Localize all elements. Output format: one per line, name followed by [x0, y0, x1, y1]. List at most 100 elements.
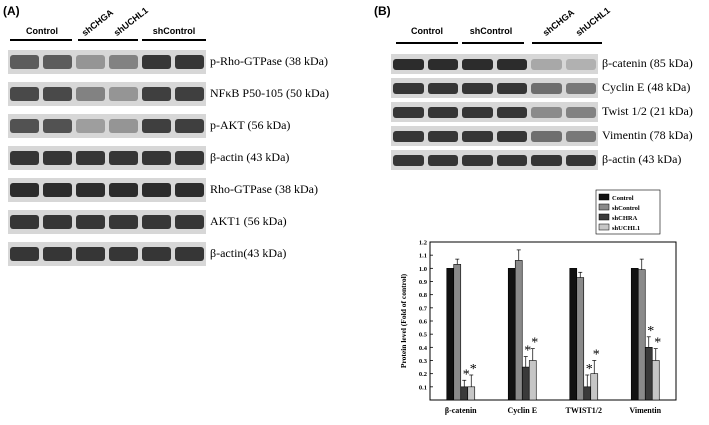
- y-tick-label: 0.2: [419, 371, 427, 378]
- panel-b-band: [531, 82, 562, 94]
- bar-shcontrol: [514, 260, 523, 401]
- panel-a-band: [142, 215, 171, 229]
- panel-b-band: [531, 130, 562, 142]
- panel-a-band: [43, 215, 72, 229]
- panel-a-band: [43, 55, 72, 69]
- panel-a-band: [10, 151, 39, 165]
- group-label-shuchl1-b: shUCHL1: [573, 5, 612, 38]
- panel-a-band: [175, 215, 204, 229]
- panel-a-blot-strip: [8, 178, 206, 202]
- y-axis-label: Protein level (Fold of control): [399, 273, 408, 368]
- panel-b-blot-strip: [391, 150, 598, 170]
- panel-b-blot-label: β-catenin (85 kDa): [602, 56, 693, 70]
- panel-a-blot-label: p-AKT (56 kDa): [210, 118, 291, 132]
- y-tick-label: 0.9: [419, 279, 428, 286]
- panel-b-band: [427, 154, 458, 166]
- panel-b-band: [565, 130, 596, 142]
- panel-b-band: [531, 58, 562, 70]
- significance-marker: *: [470, 362, 477, 377]
- significance-marker: *: [586, 362, 593, 377]
- panel-b-band: [565, 82, 596, 94]
- bar-shcontrol: [637, 269, 646, 401]
- bar-control: [569, 268, 578, 401]
- panel-b-band: [496, 82, 527, 94]
- y-tick-label: 1.0: [419, 266, 427, 273]
- panel-b-band: [427, 106, 458, 118]
- panel-a-band: [10, 215, 39, 229]
- panel-b-band: [462, 106, 493, 118]
- panel-b-band: [393, 106, 424, 118]
- panel-a-band: [142, 183, 171, 197]
- panel-b-band: [496, 106, 527, 118]
- panel-a-band: [175, 87, 204, 101]
- panel-a-band: [109, 215, 138, 229]
- group-label-shuchl1: shUCHL1: [111, 5, 150, 38]
- y-tick-label: 0.4: [419, 345, 428, 352]
- panel-a-band: [109, 55, 138, 69]
- bar-shchra: [521, 366, 530, 401]
- panel-b-band: [427, 130, 458, 142]
- panel-b-band: [565, 58, 596, 70]
- panel-a-band: [43, 151, 72, 165]
- panel-a-blot-label: β-actin (43 kDa): [210, 150, 290, 164]
- panel-a-band: [142, 119, 171, 133]
- group-label-control: Control: [26, 26, 58, 36]
- panel-a-band: [109, 151, 138, 165]
- panel-a-blot-strip: [8, 146, 206, 170]
- panel-b-band: [496, 154, 527, 166]
- significance-marker: *: [463, 367, 470, 382]
- y-tick-label: 0.8: [419, 292, 428, 299]
- group-label-shcontrol-b: shControl: [469, 26, 513, 36]
- y-tick-label: 1.2: [419, 240, 427, 247]
- bar-shchra: [583, 386, 592, 401]
- panel-a-blot-label: NFκB P50-105 (50 kDa): [210, 86, 330, 100]
- panel-a-band: [175, 183, 204, 197]
- bar-shchra: [644, 347, 653, 401]
- bar-shcontrol: [576, 277, 585, 401]
- panel-b-band: [565, 154, 596, 166]
- panel-b-blot-strip: [391, 102, 598, 122]
- panel-a-blot-strip: [8, 50, 206, 74]
- panel-a-band: [175, 151, 204, 165]
- panel-a-band: [76, 87, 105, 101]
- group-bar-knockdown-b: [532, 42, 602, 44]
- significance-marker: *: [531, 336, 538, 351]
- group-label-control-b: Control: [411, 26, 443, 36]
- bar-shuchl1: [467, 386, 476, 401]
- group-label-shchga: shCHGA: [79, 7, 116, 38]
- y-tick-label: 0.5: [419, 332, 428, 339]
- y-tick-label: 0.3: [419, 358, 428, 365]
- panel-a-band: [175, 55, 204, 69]
- panel-a-band: [142, 151, 171, 165]
- bar-shuchl1: [590, 373, 599, 401]
- bar-control: [630, 268, 639, 401]
- panel-a-band: [109, 87, 138, 101]
- panel-b-blot-strip: [391, 54, 598, 74]
- panel-b-band: [427, 82, 458, 94]
- panel-b-blot-label: Cyclin E (48 kDa): [602, 80, 691, 94]
- legend-swatch: [598, 203, 610, 211]
- panel-a-blot-strip: [8, 82, 206, 106]
- bar-shuchl1: [528, 360, 537, 401]
- panel-b-blot-strip: [391, 126, 598, 146]
- y-tick-label: 0.7: [419, 305, 428, 312]
- panel-b-band: [393, 82, 424, 94]
- significance-marker: *: [593, 348, 600, 363]
- panel-b-band: [531, 106, 562, 118]
- panel-a-blot-label: Rho-GTPase (38 kDa): [210, 182, 318, 196]
- group-bar-control-b: [396, 42, 458, 44]
- panel-a-band: [142, 247, 171, 261]
- panel-a-band: [10, 55, 39, 69]
- panel-b-band: [462, 130, 493, 142]
- x-category-label: β-catenin: [445, 406, 477, 415]
- legend-label: shCHRA: [612, 215, 638, 222]
- panel-b-blot-strip: [391, 78, 598, 98]
- group-bar-shcontrol-b: [462, 42, 524, 44]
- panel-b-blot-label: β-actin (43 kDa): [602, 152, 682, 166]
- bar-control: [446, 268, 455, 401]
- legend-swatch: [598, 193, 610, 201]
- y-tick-label: 1.1: [419, 253, 427, 260]
- panel-a-band: [175, 119, 204, 133]
- panel-a-band: [109, 183, 138, 197]
- panel-a-band: [43, 247, 72, 261]
